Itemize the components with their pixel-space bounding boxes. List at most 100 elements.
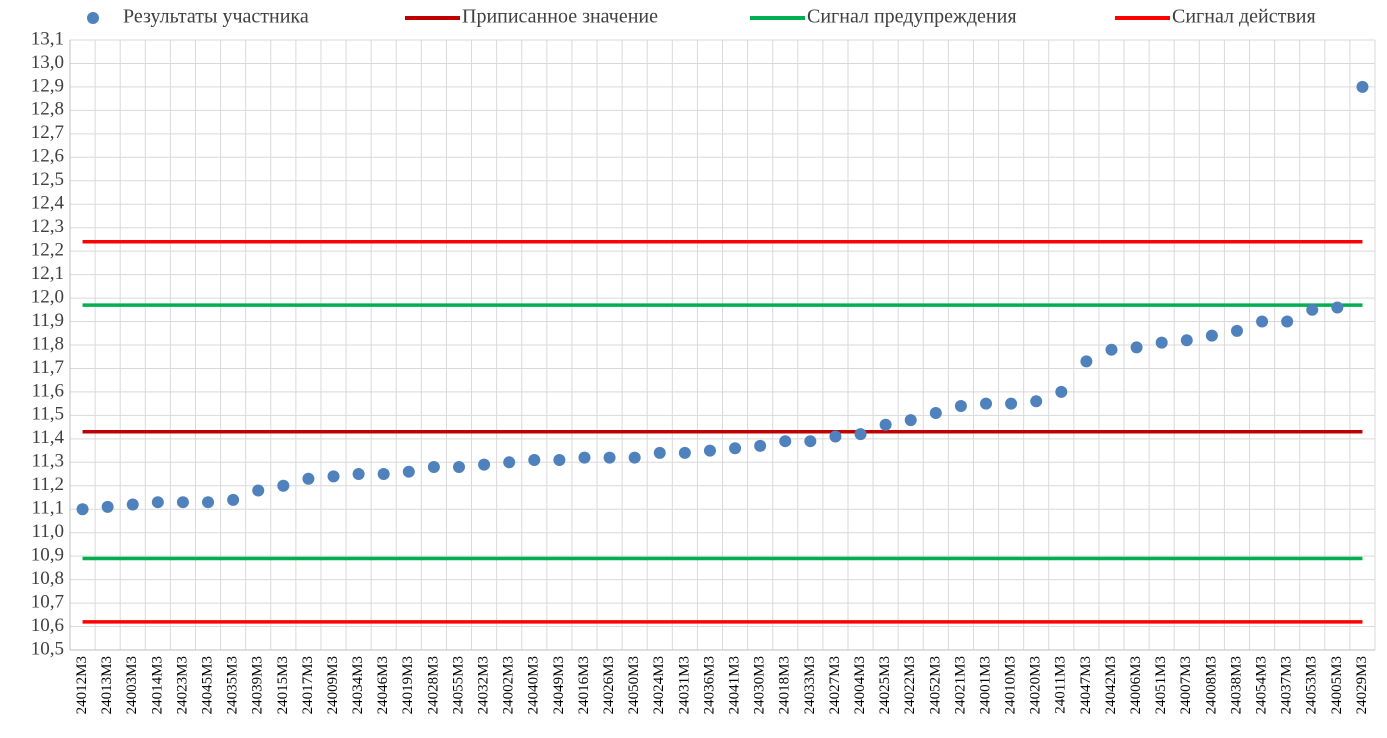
point [980, 397, 993, 410]
x-tick-label: 24019М3 [400, 656, 416, 714]
legend-label: Результаты участника [123, 6, 309, 28]
x-tick-label: 24013М3 [99, 656, 115, 714]
x-tick-label: 24036М3 [701, 656, 717, 714]
y-tick-label: 12,3 [31, 216, 64, 237]
x-tick-label: 24032М3 [476, 656, 492, 714]
x-tick-label: 24021М3 [952, 656, 968, 714]
point [277, 479, 290, 492]
y-tick-label: 10,9 [31, 545, 64, 566]
x-tick-label: 24041М3 [726, 656, 742, 714]
x-tick-label: 24049М3 [551, 656, 567, 714]
x-tick-label: 24015М3 [275, 656, 291, 714]
x-tick-label: 24028М3 [425, 656, 441, 714]
point [327, 470, 340, 483]
point [603, 451, 616, 464]
x-tick-label: 24005М3 [1329, 656, 1345, 714]
point [1055, 385, 1068, 398]
point [76, 503, 89, 516]
point [1281, 315, 1294, 328]
point [1180, 334, 1193, 347]
x-tick-label: 24034М3 [350, 656, 366, 714]
y-tick-label: 12,1 [31, 263, 64, 284]
x-tick-label: 24018М3 [777, 656, 793, 714]
point [653, 446, 666, 459]
point [1155, 336, 1168, 349]
point [176, 496, 189, 509]
point [402, 465, 415, 478]
point [427, 461, 440, 473]
point [729, 442, 742, 455]
x-tick-label: 24047М3 [1078, 656, 1094, 714]
x-tick-label: 24054М3 [1254, 656, 1270, 714]
y-tick-label: 12,0 [31, 286, 64, 307]
y-tick-label: 12,4 [31, 193, 65, 214]
point [302, 472, 315, 485]
point [1030, 395, 1043, 408]
point [377, 468, 390, 481]
x-tick-label: 24040М3 [526, 656, 542, 714]
x-tick-label: 24008М3 [1203, 656, 1219, 714]
point [854, 428, 867, 441]
y-tick-label: 11,9 [31, 310, 64, 331]
x-tick-label: 24026М3 [601, 656, 617, 714]
x-tick-label: 24038М3 [1228, 656, 1244, 714]
x-tick-label: 24030М3 [752, 656, 768, 714]
y-tick-label: 11,5 [31, 404, 64, 425]
legend-marker [87, 12, 99, 24]
x-tick-label: 24023М3 [174, 656, 190, 714]
point [126, 498, 139, 511]
x-tick-label: 24016М3 [576, 656, 592, 714]
point [352, 468, 365, 481]
point [101, 500, 114, 513]
point [1256, 315, 1269, 328]
point [1005, 397, 1018, 410]
point [1230, 324, 1243, 337]
point [503, 456, 516, 469]
y-tick-label: 10,8 [31, 568, 64, 589]
x-tick-label: 24003М3 [124, 656, 140, 714]
x-tick-label: 24009М3 [325, 656, 341, 714]
y-tick-label: 10,7 [31, 591, 64, 612]
x-tick-label: 24002М3 [501, 656, 517, 714]
x-tick-label: 24007М3 [1178, 656, 1194, 714]
legend-label: Сигнал действия [1172, 6, 1316, 28]
x-tick-label: 24033М3 [802, 656, 818, 714]
x-tick-label: 24006М3 [1128, 656, 1144, 714]
y-tick-label: 11,2 [31, 474, 64, 495]
point [1105, 343, 1118, 356]
x-tick-label: 24035М3 [225, 656, 241, 714]
point [227, 493, 240, 506]
point [1130, 341, 1143, 354]
y-tick-label: 11,3 [31, 451, 64, 472]
y-tick-label: 12,6 [31, 146, 64, 167]
point [779, 435, 792, 448]
point [904, 414, 917, 427]
point [478, 458, 491, 471]
point [628, 451, 641, 464]
point [754, 439, 767, 452]
x-tick-label: 24011М3 [1053, 656, 1069, 714]
y-tick-label: 10,6 [31, 615, 64, 636]
point [1080, 355, 1093, 368]
y-tick-label: 11,7 [31, 357, 64, 378]
legend-label: Приписанное значение [462, 6, 658, 28]
x-tick-label: 24027М3 [827, 656, 843, 714]
x-tick-label: 24053М3 [1304, 656, 1320, 714]
x-tick-label: 24039М3 [250, 656, 266, 714]
x-tick-label: 24051М3 [1153, 656, 1169, 714]
point [929, 407, 942, 420]
y-tick-label: 11,0 [31, 521, 64, 542]
y-tick-label: 12,9 [31, 75, 64, 96]
point [829, 430, 842, 443]
y-tick-label: 11,4 [31, 427, 64, 448]
x-tick-label: 24001М3 [977, 656, 993, 714]
y-tick-label: 12,2 [31, 240, 64, 261]
y-tick-label: 11,1 [31, 498, 64, 519]
point [553, 453, 566, 466]
x-tick-label: 24037М3 [1279, 656, 1295, 714]
point [528, 453, 541, 466]
point [151, 496, 164, 509]
point [879, 418, 892, 431]
x-tick-label: 24029М3 [1354, 656, 1370, 714]
